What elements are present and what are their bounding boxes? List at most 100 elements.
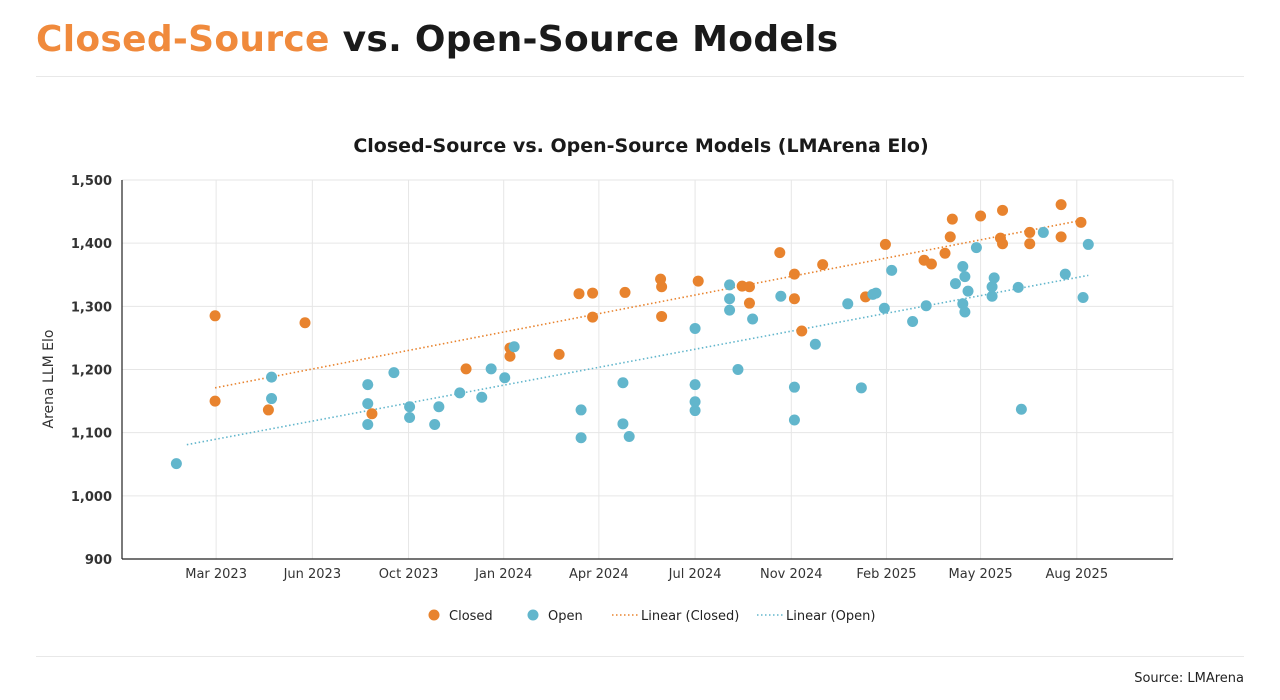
data-point-open (959, 306, 971, 318)
data-point-open (986, 281, 998, 293)
x-tick-label: Oct 2023 (379, 567, 439, 582)
data-point-closed (925, 258, 937, 270)
x-tick-label: Apr 2024 (569, 567, 629, 582)
data-point-open (362, 418, 374, 430)
data-point-open (878, 302, 890, 314)
page-header: Closed-Source vs. Open-Source Models (36, 18, 1244, 77)
grid-lines (122, 179, 1174, 559)
data-point-open (886, 264, 898, 276)
x-tick-label: May 2025 (949, 567, 1013, 582)
data-point-open (1015, 403, 1027, 415)
legend-closed: Closed (428, 609, 493, 624)
x-tick-label: Nov 2024 (760, 567, 823, 582)
data-point-open (266, 393, 278, 405)
y-tick-label: 1,100 (71, 427, 112, 442)
trend-line-closed (214, 219, 1082, 389)
data-point-closed (209, 395, 221, 407)
data-point-open (962, 285, 974, 297)
data-point-open (842, 298, 854, 310)
data-point-open (870, 287, 882, 299)
data-points (170, 199, 1094, 470)
data-point-open (788, 381, 800, 393)
data-point-open (1012, 281, 1024, 293)
data-point-open (949, 278, 961, 290)
y-tick-label: 1,200 (71, 364, 112, 379)
data-point-open (1077, 291, 1089, 303)
scatter-chart: Closed-Source vs. Open-Source Models (LM… (41, 135, 1174, 624)
data-point-open (485, 363, 497, 375)
data-point-closed (743, 281, 755, 293)
data-point-closed (573, 288, 585, 300)
data-point-open (732, 364, 744, 375)
data-point-open (775, 290, 787, 302)
data-point-closed (743, 297, 755, 309)
footer-divider (36, 656, 1244, 657)
data-point-closed (788, 268, 800, 280)
legend-closed-marker (428, 609, 440, 621)
trend-lines (186, 219, 1089, 446)
trend-line-open (186, 274, 1089, 446)
legend-linear-closed-label: Linear (Closed) (641, 609, 739, 624)
data-point-open (970, 242, 982, 254)
data-point-closed (656, 310, 668, 322)
data-point-closed (1075, 216, 1087, 228)
data-point-closed (504, 350, 516, 362)
data-point-closed (299, 317, 311, 329)
y-tick-label: 1,500 (71, 174, 112, 189)
data-point-open (429, 418, 441, 430)
data-point-open (724, 293, 736, 305)
source-note: Source: LMArena (1134, 671, 1244, 686)
legend-open-marker (527, 609, 539, 621)
data-point-open (388, 367, 400, 379)
data-point-open (689, 322, 701, 334)
data-point-closed (1024, 226, 1036, 238)
legend-linear-open-label: Linear (Open) (786, 609, 875, 624)
data-point-open (809, 338, 821, 350)
data-point-closed (774, 247, 786, 259)
data-point-closed (997, 204, 1009, 216)
x-tick-label: Jun 2023 (283, 567, 342, 582)
legend-linear-closed: Linear (Closed) (612, 609, 739, 624)
data-point-open (170, 458, 182, 470)
data-point-closed (796, 325, 808, 337)
data-point-open (623, 430, 635, 442)
x-tick-label: Jan 2024 (474, 567, 532, 582)
data-point-open (617, 418, 629, 430)
data-point-open (986, 290, 998, 302)
data-point-closed (619, 286, 631, 298)
data-point-open (689, 405, 701, 417)
data-point-open (617, 377, 629, 389)
data-point-open (724, 304, 736, 316)
data-point-closed (587, 311, 599, 323)
data-point-open (689, 396, 701, 408)
data-point-closed (946, 213, 958, 225)
data-point-open (433, 401, 445, 413)
data-point-open (404, 412, 416, 424)
data-point-closed (788, 293, 800, 305)
data-point-closed (879, 238, 891, 250)
data-point-open (855, 382, 867, 394)
data-point-open (575, 404, 587, 416)
y-tick-label: 1,300 (71, 300, 112, 315)
legend-linear-open: Linear (Open) (757, 609, 875, 624)
data-point-open (1037, 226, 1049, 238)
data-point-closed (817, 259, 829, 271)
page-title-accent: Closed-Source (36, 19, 330, 60)
legend-open-label: Open (548, 609, 583, 624)
data-point-closed (692, 275, 704, 287)
data-point-closed (939, 247, 951, 259)
data-point-open (724, 279, 736, 291)
data-point-open (362, 398, 374, 410)
data-point-closed (997, 238, 1009, 250)
data-point-closed (366, 408, 378, 420)
data-point-open (362, 379, 374, 391)
data-point-open (957, 298, 969, 310)
data-point-closed (1055, 231, 1067, 243)
data-point-open (499, 372, 511, 384)
data-point-closed (460, 363, 472, 375)
x-tick-label: Aug 2025 (1045, 567, 1108, 582)
data-point-open (959, 271, 971, 283)
y-axis-label: Arena LLM Elo (41, 330, 57, 429)
data-point-closed (553, 348, 565, 360)
axes: 900 1,000 1,100 1,200 1,300 1,400 1,500 Mar 202… (71, 174, 1173, 582)
